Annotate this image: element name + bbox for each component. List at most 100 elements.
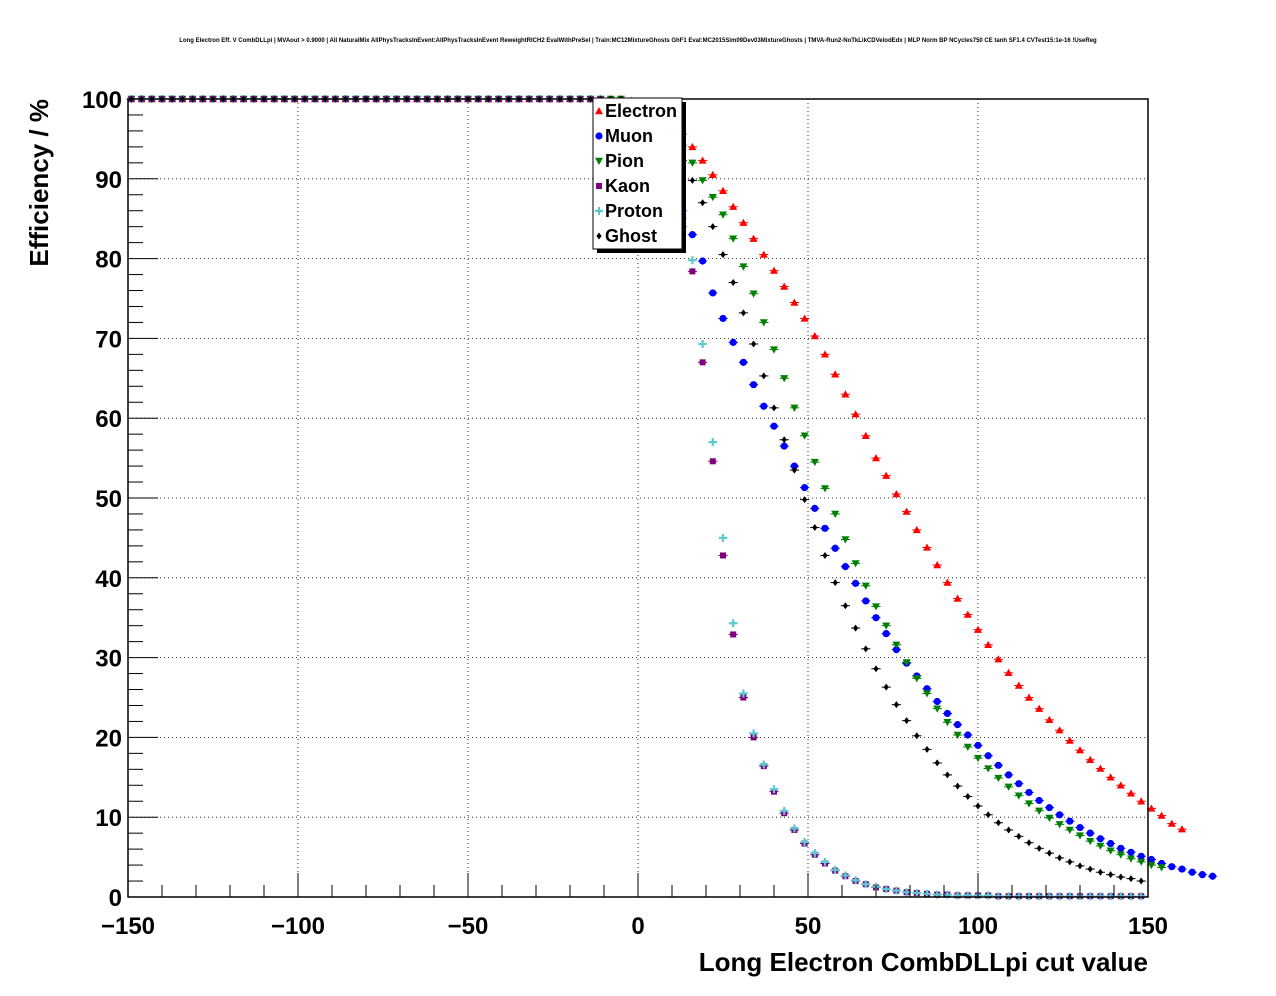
data-point xyxy=(1096,835,1104,843)
data-point xyxy=(719,533,727,542)
legend: Electron Muon Pion Kaon Proton Ghost xyxy=(592,97,686,253)
data-point xyxy=(780,806,789,815)
legend-label: Electron xyxy=(605,101,677,121)
data-point xyxy=(934,759,940,767)
data-point xyxy=(1045,715,1054,724)
data-point xyxy=(780,375,789,383)
data-point xyxy=(841,390,850,398)
data-point xyxy=(912,889,921,898)
data-point xyxy=(689,176,695,184)
axis-tick-labels: −150 −100 −50 0 50 100 150 0 10 20 30 40 50 60 70 80 90 1… xyxy=(82,87,1168,940)
data-point xyxy=(964,731,972,739)
x-tick-label: 100 xyxy=(958,913,998,940)
data-point xyxy=(892,646,901,654)
data-point xyxy=(933,697,941,706)
data-point xyxy=(1107,839,1115,848)
data-point xyxy=(780,442,788,450)
data-point xyxy=(841,871,850,880)
data-point xyxy=(720,251,726,259)
data-point xyxy=(730,279,736,287)
x-tick-label: −150 xyxy=(101,913,155,940)
data-point xyxy=(1086,892,1095,901)
data-point xyxy=(1117,844,1125,852)
data-point xyxy=(729,235,738,243)
data-point xyxy=(1178,825,1186,833)
data-point xyxy=(1137,858,1146,866)
y-tick-label: 50 xyxy=(95,486,122,513)
data-point xyxy=(923,690,931,698)
data-point xyxy=(770,422,778,430)
data-point xyxy=(1004,783,1013,791)
data-point xyxy=(1167,819,1176,827)
data-point xyxy=(954,721,962,729)
data-point xyxy=(800,432,809,440)
data-point xyxy=(842,602,848,610)
data-point xyxy=(944,771,950,779)
data-point xyxy=(883,683,889,691)
data-point xyxy=(1127,855,1135,863)
data-point xyxy=(1168,863,1176,871)
legend-label: Pion xyxy=(605,151,644,171)
data-point xyxy=(1065,826,1074,834)
data-point xyxy=(902,659,911,667)
data-point xyxy=(1026,839,1032,847)
data-point xyxy=(791,466,797,474)
data-point xyxy=(943,709,952,718)
data-point xyxy=(821,524,829,532)
legend-marker xyxy=(596,232,602,240)
data-point xyxy=(1055,821,1064,829)
data-point xyxy=(790,824,799,833)
legend-marker xyxy=(595,207,603,215)
data-point xyxy=(740,309,746,317)
data-point xyxy=(750,381,758,389)
data-point xyxy=(710,223,716,231)
data-point xyxy=(1096,842,1105,850)
legend-box xyxy=(592,97,683,250)
data-point xyxy=(698,156,707,164)
data-point xyxy=(995,819,1001,827)
data-point xyxy=(1045,814,1054,822)
data-point xyxy=(1118,873,1124,881)
data-point xyxy=(953,891,962,900)
data-point xyxy=(800,314,809,322)
data-point xyxy=(1188,868,1196,876)
data-point xyxy=(730,631,737,638)
data-point xyxy=(1055,726,1064,734)
data-point xyxy=(821,350,829,358)
data-point xyxy=(1108,871,1114,879)
data-point xyxy=(1116,851,1125,859)
data-point xyxy=(985,811,991,819)
y-tick-label: 60 xyxy=(95,406,122,433)
data-point xyxy=(994,774,1003,783)
data-point xyxy=(841,563,850,571)
data-point xyxy=(688,142,697,151)
axis-ticks xyxy=(127,98,1149,898)
data-point xyxy=(709,458,716,465)
data-point xyxy=(709,289,717,297)
data-point xyxy=(831,865,840,874)
x-tick-label: −50 xyxy=(448,913,489,940)
data-point xyxy=(1076,832,1084,840)
data-point xyxy=(1087,865,1093,873)
data-point xyxy=(821,857,829,866)
data-point xyxy=(1209,872,1217,880)
data-point xyxy=(810,849,819,858)
data-point xyxy=(1086,755,1095,763)
data-point xyxy=(912,525,921,534)
data-point xyxy=(1116,892,1125,901)
data-point xyxy=(851,876,860,885)
data-point xyxy=(1086,829,1094,837)
data-point xyxy=(912,675,921,683)
data-point xyxy=(902,888,911,897)
data-point xyxy=(965,792,971,800)
data-point xyxy=(984,891,993,900)
data-point xyxy=(1106,773,1115,781)
legend-label: Muon xyxy=(605,126,653,146)
data-point xyxy=(1055,892,1064,901)
data-point xyxy=(882,630,890,638)
data-point xyxy=(1137,892,1146,901)
data-point xyxy=(1045,892,1054,901)
data-point xyxy=(1005,771,1013,779)
data-point xyxy=(1016,832,1022,840)
